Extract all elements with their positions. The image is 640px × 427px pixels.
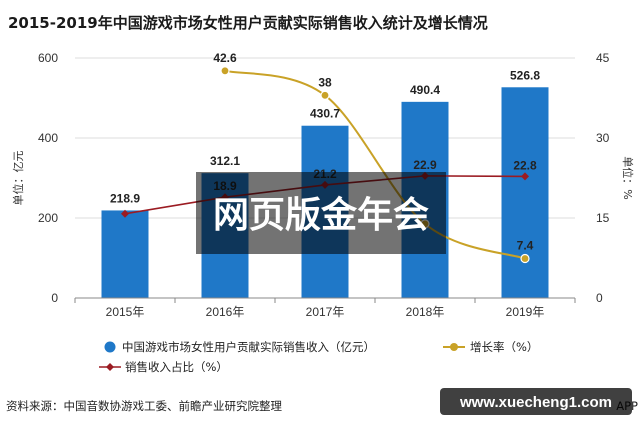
bar (501, 87, 549, 298)
growth-rate-point (520, 253, 530, 264)
left-tick-label: 400 (38, 131, 58, 145)
right-axis-title: 单位：% (621, 156, 635, 199)
legend-marker-share (106, 363, 114, 371)
growth-rate-point (220, 66, 230, 76)
growth-rate-label: 7.4 (517, 239, 534, 253)
growth-rate-line (224, 69, 526, 260)
bar-data-label: 526.8 (510, 68, 540, 82)
legend-marker-growth (450, 343, 458, 351)
legend-label-revenue: 中国游戏市场女性用户贡献实际销售收入（亿元） (122, 340, 375, 354)
share-label: 22.8 (513, 158, 537, 172)
growth-rate-label: 42.6 (213, 51, 237, 65)
chart-title: 2015-2019年中国游戏市场女性用户贡献实际销售收入统计及增长情况 (8, 14, 488, 32)
right-tick-label: 15 (596, 211, 610, 225)
share-label: 22.9 (413, 158, 437, 172)
site-badge-text: www.xuecheng1.com (459, 394, 612, 411)
legend-marker-revenue (104, 341, 116, 353)
legend: 中国游戏市场女性用户贡献实际销售收入（亿元） 增长率（%） 销售收入占比（%） (99, 340, 538, 374)
right-tick-label: 45 (596, 51, 610, 65)
overlay-title: 网页版金年会 (213, 194, 429, 236)
share-point (521, 172, 529, 181)
bar-data-label: 490.4 (410, 83, 440, 97)
x-tick-label: 2018年 (406, 305, 445, 319)
left-tick-label: 0 (51, 291, 58, 305)
bar-data-label: 430.7 (310, 107, 340, 121)
x-tick-label: 2015年 (106, 305, 145, 319)
x-tick-label: 2017年 (306, 305, 345, 319)
source-note: 资料来源：中国音数协游戏工委、前瞻产业研究院整理 (6, 399, 282, 413)
growth-rate-label: 38 (318, 75, 332, 89)
legend-label-growth: 增长率（%） (470, 340, 538, 354)
bar-data-label: 312.1 (210, 154, 240, 168)
right-tick-label: 30 (596, 131, 610, 145)
left-tick-label: 600 (38, 51, 58, 65)
bar (101, 210, 149, 298)
axis-layer: 0 200 400 600 0 15 30 45 2015年 2016年 2017年 2018年 201… (11, 51, 635, 319)
x-tick-label: 2016年 (206, 305, 245, 319)
share-point (121, 209, 129, 218)
legend-label-share: 销售收入占比（%） (125, 360, 228, 374)
site-badge (440, 388, 632, 415)
overlay-banner (196, 172, 446, 254)
right-tick-label: 0 (596, 291, 603, 305)
x-tick-label: 2019年 (506, 305, 545, 319)
labels-layer: 218.9312.1430.7490.4526.842.6387.418.921… (110, 51, 540, 253)
left-axis-title: 单位：亿元 (11, 151, 25, 206)
left-tick-label: 200 (38, 211, 58, 225)
bar-data-label: 218.9 (110, 191, 140, 205)
growth-rate-point (320, 90, 330, 100)
